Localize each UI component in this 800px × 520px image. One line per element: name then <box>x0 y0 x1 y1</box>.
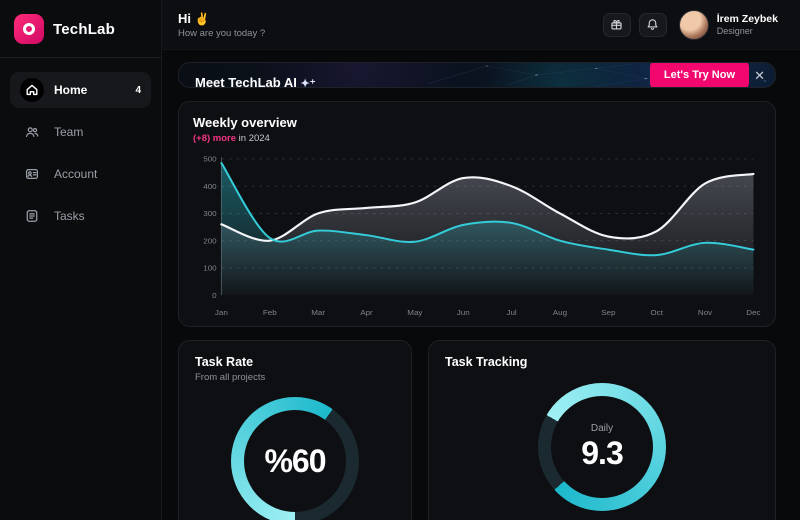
svg-text:0: 0 <box>212 291 217 300</box>
svg-text:Sep: Sep <box>601 308 616 317</box>
svg-text:Mar: Mar <box>311 308 325 317</box>
task-rate-value: %60 <box>264 442 326 479</box>
sidebar-item-tasks[interactable]: Tasks <box>10 198 151 234</box>
greeting-title: Hi ✌ <box>178 10 210 26</box>
svg-text:300: 300 <box>203 209 217 218</box>
topbar: Hi ✌ How are you today ? İrem Zeybek Des… <box>162 0 800 50</box>
user-info: İrem Zeybek Designer <box>717 13 778 36</box>
banner-close-icon[interactable]: ✕ <box>754 68 765 83</box>
topbar-actions: İrem Zeybek Designer <box>602 9 778 40</box>
svg-text:Aug: Aug <box>553 308 567 317</box>
logo-ring <box>23 23 35 35</box>
task-rate-card: Task Rate From all projects %60 <box>178 340 412 520</box>
svg-text:Apr: Apr <box>360 308 373 317</box>
svg-text:400: 400 <box>203 182 217 191</box>
task-tracking-gauge: Daily 9.3 <box>538 383 666 511</box>
task-rate-ring <box>231 397 359 520</box>
svg-text:Dec: Dec <box>746 308 760 317</box>
sidebar-item-account[interactable]: Account <box>10 156 151 192</box>
svg-text:Oct: Oct <box>650 308 663 317</box>
task-rate-subtitle: From all projects <box>195 372 266 383</box>
wave-hand-icon: ✌ <box>194 11 210 26</box>
svg-text:Jul: Jul <box>506 308 517 317</box>
content: Meet TechLab AI ✦⁺ Experience the future… <box>162 50 800 520</box>
bell-icon <box>647 19 658 30</box>
task-rate-gauge: %60 <box>231 397 359 520</box>
svg-text:100: 100 <box>203 264 217 273</box>
app-name: TechLab <box>53 20 115 38</box>
svg-text:Jan: Jan <box>215 308 228 317</box>
task-tracking-label: Daily <box>590 422 614 434</box>
sidebar-item-label: Home <box>54 83 88 97</box>
home-badge: 4 <box>135 84 141 96</box>
sidebar-item-team[interactable]: Team <box>10 114 151 150</box>
sidebar-item-home[interactable]: Home 4 <box>10 72 151 108</box>
try-now-button[interactable]: Let's Try Now <box>649 63 749 87</box>
main-area: Hi ✌ How are you today ? İrem Zeybek Des… <box>162 0 800 520</box>
sidebar-item-label: Team <box>54 125 84 139</box>
gift-button[interactable] <box>602 12 631 37</box>
weekly-chart-svg: 0 100 200 300 400 500 Jan Feb Mar Apr May Jun Jul Aug… <box>203 155 760 317</box>
task-tracking-title: Task Tracking <box>445 355 528 369</box>
svg-text:May: May <box>407 308 422 317</box>
svg-text:500: 500 <box>203 155 217 164</box>
weekly-overview-card: Weekly overview (+8) more in 2024 0 100 20… <box>178 101 776 327</box>
user-name: İrem Zeybek <box>716 13 778 26</box>
task-tracking-ring <box>538 383 666 511</box>
logo-row: TechLab <box>0 0 161 58</box>
sparkle-icon: ✦⁺ <box>300 78 316 88</box>
svg-text:200: 200 <box>203 237 217 246</box>
svg-text:Feb: Feb <box>263 308 278 317</box>
user-avatar[interactable] <box>678 9 709 40</box>
svg-text:Nov: Nov <box>698 308 712 317</box>
task-rate-title: Task Rate <box>195 355 254 369</box>
bottom-cards-row: Task Rate From all projects %60 Task Tra… <box>178 340 776 520</box>
user-role: Designer <box>716 25 753 36</box>
task-tracking-card: Task Tracking Daily 9.3 <box>428 340 776 520</box>
team-icon <box>20 120 44 144</box>
svg-text:Jun: Jun <box>457 308 470 317</box>
home-icon <box>20 78 44 102</box>
task-tracking-value: 9.3 <box>581 434 623 471</box>
tasks-icon <box>20 204 44 228</box>
account-icon <box>20 162 44 186</box>
sidebar-item-label: Tasks <box>54 209 85 223</box>
greeting-block: Hi ✌ How are you today ? <box>178 11 265 39</box>
sidebar-nav: Home 4 Team Account Tasks <box>0 58 161 248</box>
banner-title: Meet TechLab AI ✦⁺ <box>195 75 316 88</box>
weekly-title: Weekly overview <box>193 115 297 130</box>
notifications-button[interactable] <box>638 12 667 37</box>
gift-icon <box>611 19 622 30</box>
techlab-logo-icon <box>14 14 44 44</box>
sidebar: TechLab Home 4 Team Account <box>0 0 162 520</box>
sidebar-item-label: Account <box>54 167 98 181</box>
weekly-subtitle: (+8) more in 2024 <box>193 133 270 144</box>
ai-banner: Meet TechLab AI ✦⁺ Experience the future… <box>178 62 776 88</box>
greeting-subtitle: How are you today ? <box>178 27 266 39</box>
